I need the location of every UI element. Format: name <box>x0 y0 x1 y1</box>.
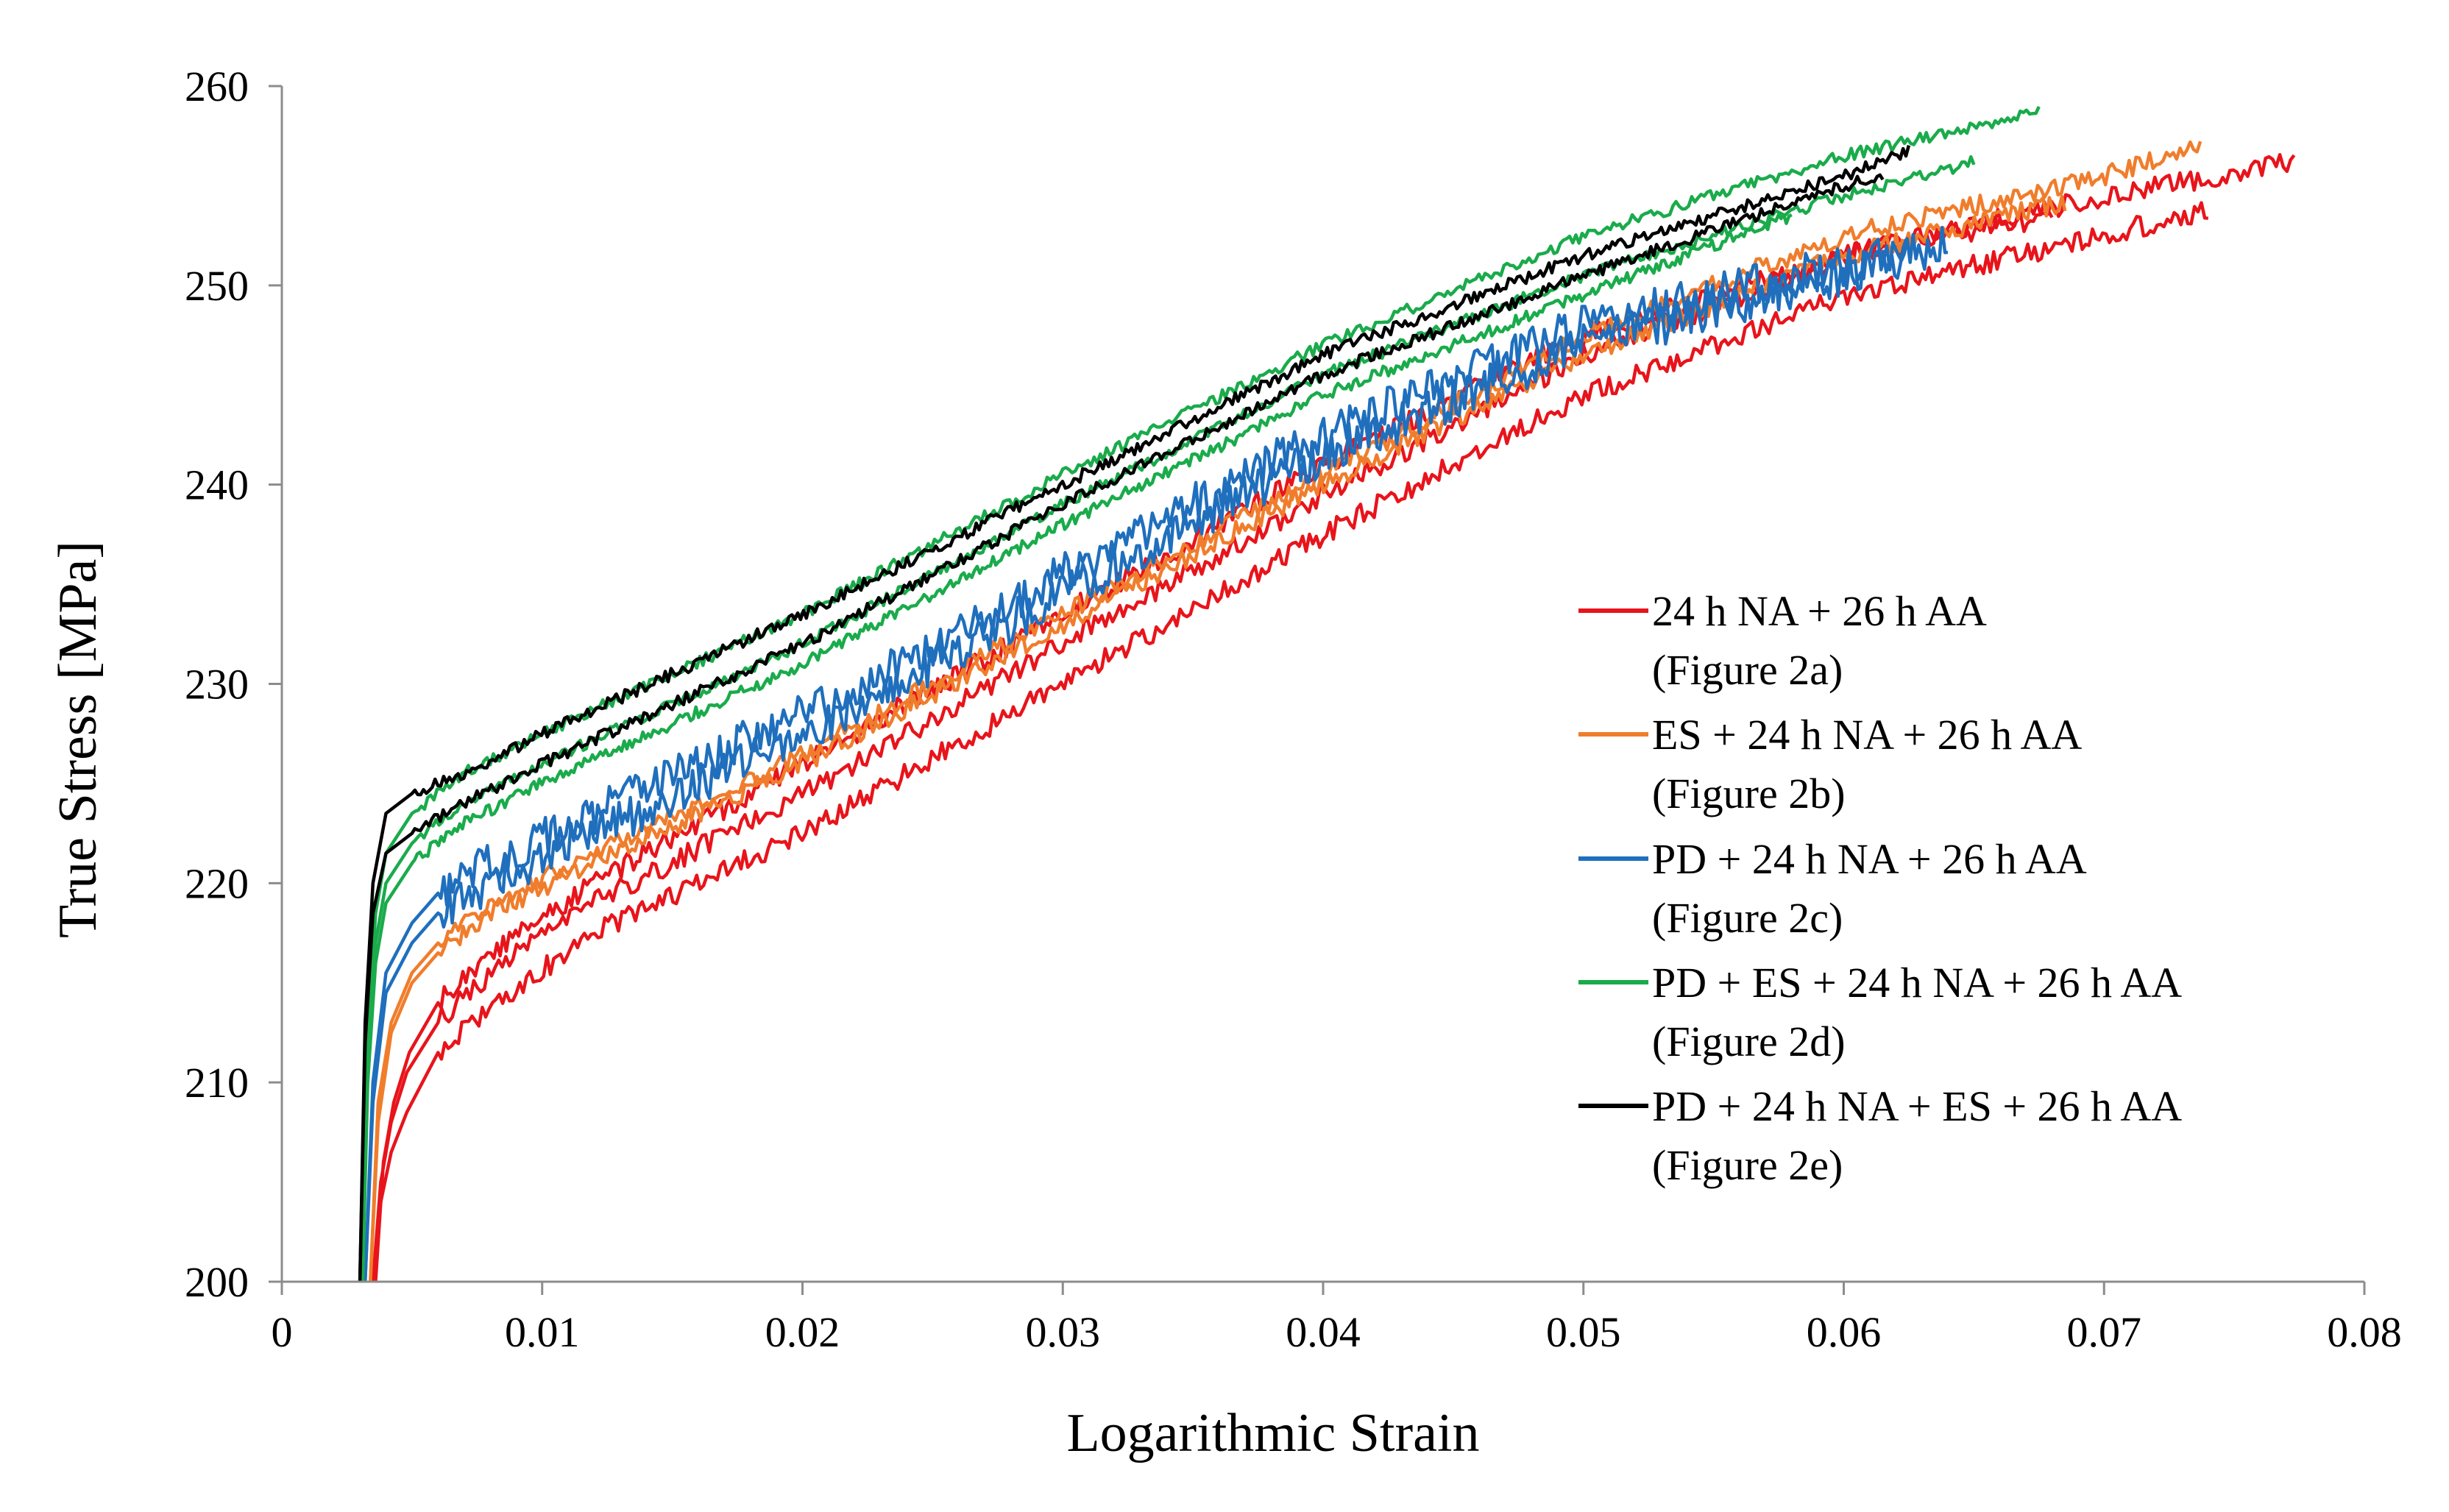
plot-area <box>358 105 2296 1282</box>
series-4-curve-2 <box>361 155 1976 1282</box>
series-2-curve-2 <box>369 194 2067 1282</box>
x-tick-label: 0 <box>272 1308 293 1356</box>
series-1-curve-2 <box>371 201 2208 1282</box>
x-tick-label: 0.02 <box>765 1308 840 1356</box>
y-tick-label: 210 <box>185 1059 249 1107</box>
series-3-curve-1 <box>363 225 1949 1282</box>
series-5-curve-2 <box>358 173 1885 1282</box>
series-4 <box>361 105 2041 1282</box>
axes <box>269 85 2366 1295</box>
series-2 <box>369 140 2202 1282</box>
y-tick-label: 220 <box>185 859 249 907</box>
y-tick-label: 230 <box>185 661 249 709</box>
x-tick-label: 0.01 <box>505 1308 580 1356</box>
series-5-curve-1 <box>358 145 1911 1282</box>
legend-label: PD + 24 h NA + 26 h AA <box>1652 835 2087 883</box>
series-5 <box>358 145 1911 1282</box>
legend-item: 24 h NA + 26 h AA (Figure 2a) <box>1578 587 1987 694</box>
series-3 <box>363 225 1949 1282</box>
legend-label: PD + ES + 24 h NA + 26 h AA <box>1652 959 2182 1007</box>
y-tick-label: 260 <box>185 63 249 110</box>
x-tick-label: 0.04 <box>1286 1308 1361 1356</box>
x-axis-title: Logarithmic Strain <box>1066 1403 1479 1463</box>
y-tick-label: 240 <box>185 461 249 509</box>
legend-item: PD + 24 h NA + 26 h AA (Figure 2c) <box>1578 835 2087 942</box>
series-4-curve-3 <box>361 213 1793 1282</box>
y-tick-label: 200 <box>185 1258 249 1306</box>
legend-caption: (Figure 2b) <box>1652 770 1846 817</box>
legend-label: ES + 24 h NA + 26 h AA <box>1652 711 2082 759</box>
legend-item: ES + 24 h NA + 26 h AA (Figure 2b) <box>1578 711 2082 817</box>
legend: 24 h NA + 26 h AA (Figure 2a) ES + 24 h NA… <box>1578 587 2182 1189</box>
y-tick-label: 250 <box>185 262 249 310</box>
legend-caption: (Figure 2d) <box>1652 1018 1846 1065</box>
legend-caption: (Figure 2c) <box>1652 894 1843 942</box>
y-tick-labels: 200 210 220 230 240 250 260 <box>185 63 249 1306</box>
x-tick-label: 0.03 <box>1026 1308 1101 1356</box>
legend-item: PD + ES + 24 h NA + 26 h AA (Figure 2d) <box>1578 959 2182 1065</box>
y-axis-title: True Stress [MPa] <box>48 541 108 938</box>
legend-label: PD + 24 h NA + ES + 26 h AA <box>1652 1082 2182 1130</box>
x-tick-label: 0.08 <box>2327 1308 2402 1356</box>
x-tick-label: 0.06 <box>1807 1308 1882 1356</box>
x-tick-labels: 0 0.01 0.02 0.03 0.04 0.05 0.06 0.07 0.08 <box>272 1308 2402 1356</box>
legend-caption: (Figure 2a) <box>1652 646 1843 694</box>
legend-caption: (Figure 2e) <box>1652 1141 1843 1189</box>
series-3-curve-2 <box>363 238 1911 1282</box>
legend-item: PD + 24 h NA + ES + 26 h AA (Figure 2e) <box>1578 1082 2182 1189</box>
x-tick-label: 0.05 <box>1546 1308 1621 1356</box>
x-tick-label: 0.07 <box>2067 1308 2142 1356</box>
legend-label: 24 h NA + 26 h AA <box>1652 587 1987 635</box>
series-4-curve-1 <box>361 105 2041 1282</box>
